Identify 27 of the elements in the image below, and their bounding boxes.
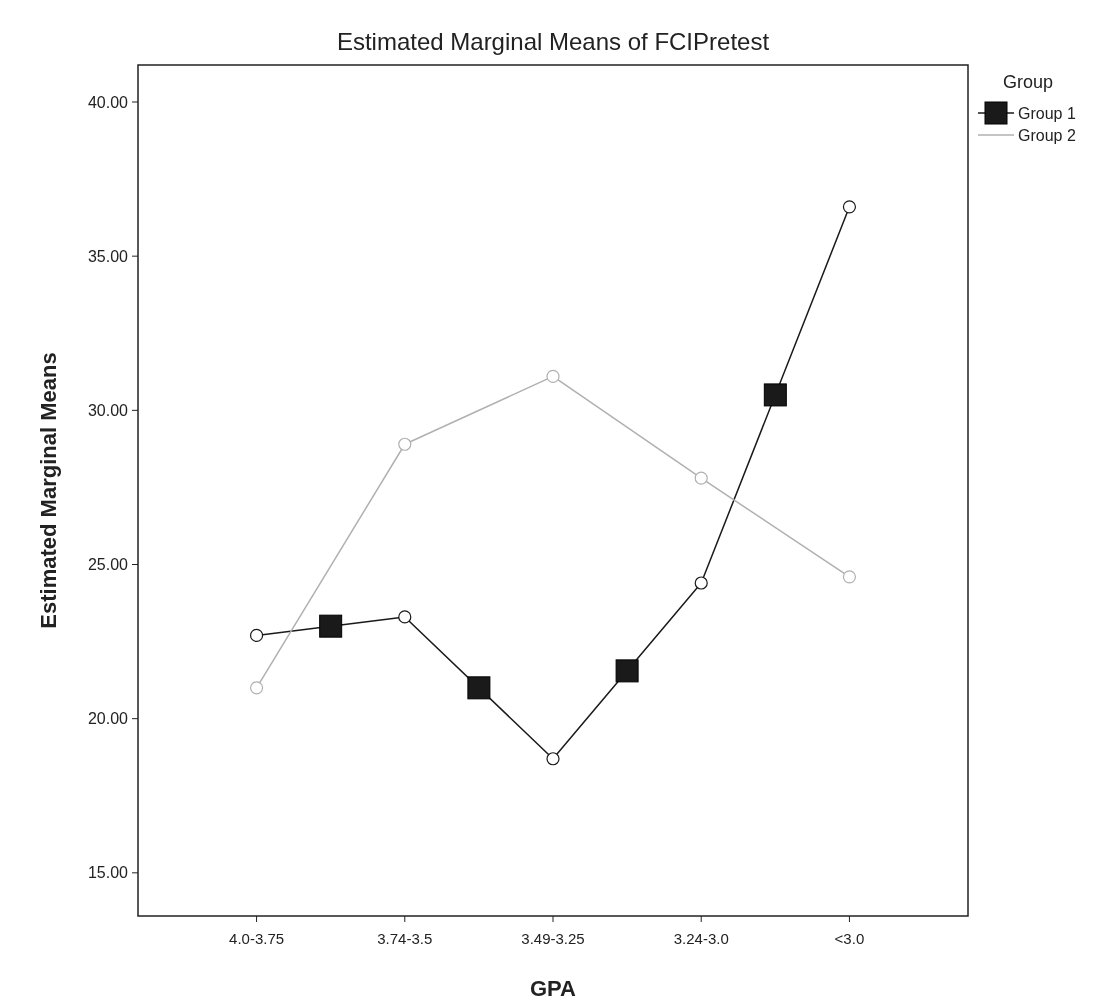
point xyxy=(842,200,857,214)
point xyxy=(546,369,560,384)
point xyxy=(398,610,412,624)
y-tick-label: 25.00 xyxy=(87,556,129,574)
y-tick-label: 20.00 xyxy=(87,710,129,728)
x-tick-label: 3.24-3.0 xyxy=(673,930,729,947)
chart-title: Estimated Marginal Means of FCIPretest xyxy=(336,28,770,55)
x-tick-label: 4.0-3.75 xyxy=(229,930,285,947)
legend-title: Group xyxy=(1002,72,1054,92)
legend-label: Group 1 xyxy=(1018,104,1076,122)
point xyxy=(842,570,857,584)
y-tick-label: 30.00 xyxy=(87,401,129,419)
x-tick-label: 3.49-3.25 xyxy=(521,930,585,947)
y-axis-title: Estimated Marginal Means xyxy=(36,352,61,629)
point xyxy=(694,471,708,485)
x-axis-title: GPA xyxy=(529,976,577,1001)
legend-label: Group 2 xyxy=(1018,126,1076,144)
y-tick-label: 35.00 xyxy=(87,247,129,265)
x-tick-label: <3.0 xyxy=(834,930,865,947)
point xyxy=(249,681,264,695)
point xyxy=(546,752,560,766)
point xyxy=(398,437,412,451)
y-tick-label: 15.00 xyxy=(87,864,129,882)
x-tick-label: 3.74-3.5 xyxy=(377,930,433,947)
point xyxy=(694,576,708,590)
point xyxy=(249,628,264,643)
y-tick-label: 40.00 xyxy=(87,93,129,111)
